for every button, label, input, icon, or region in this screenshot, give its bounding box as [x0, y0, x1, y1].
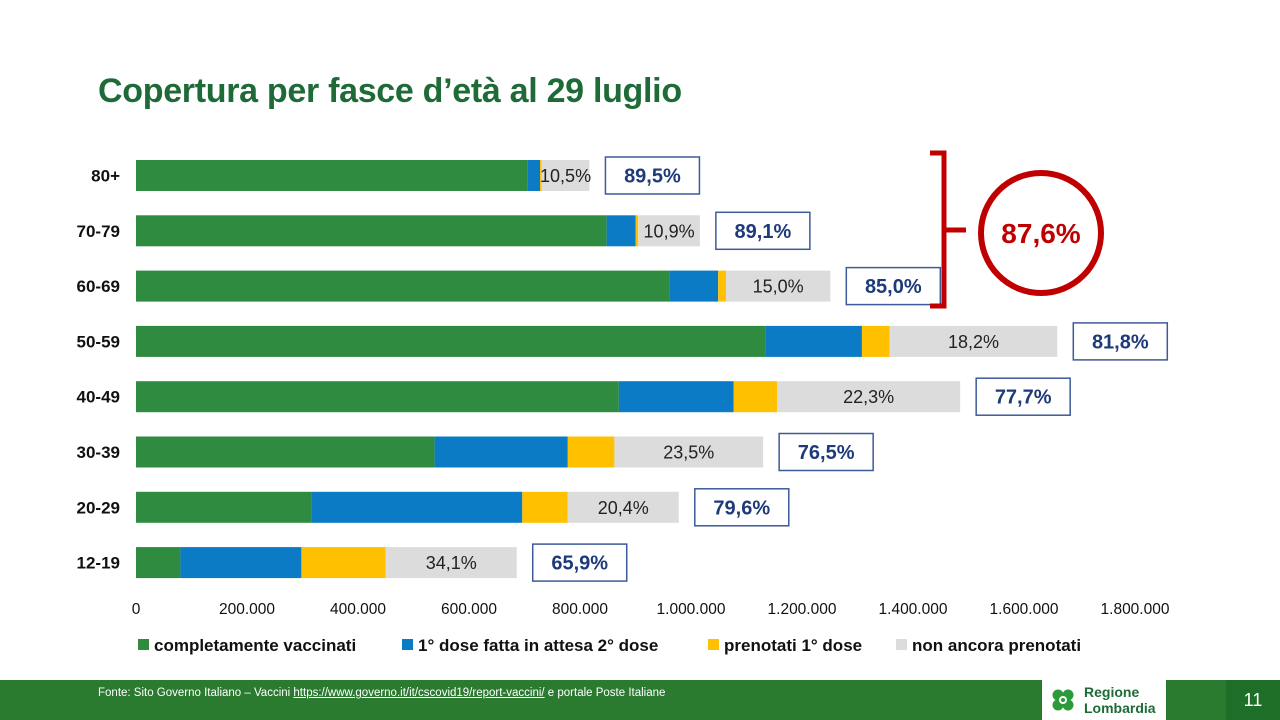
source-prefix: Fonte: Sito Governo Italiano – Vaccini: [98, 687, 294, 699]
not-booked-label: 22,3%: [843, 387, 894, 407]
x-tick-label: 1.000.000: [657, 601, 726, 618]
category-label: 70-79: [77, 222, 120, 241]
chart-title: Copertura per fasce d’età al 29 luglio: [98, 72, 682, 110]
bar-segment: [567, 491, 679, 523]
bar-segment: [434, 436, 568, 468]
bar-segment: [733, 381, 778, 413]
bar-segment: [618, 381, 734, 413]
x-tick-label: 1.200.000: [768, 601, 837, 618]
coverage-box: [845, 266, 942, 306]
bar-segment: [136, 436, 435, 468]
legend-swatch: [138, 639, 149, 650]
group-bracket: [930, 150, 966, 309]
bar-segment: [301, 547, 386, 579]
coverage-box: [531, 543, 628, 582]
x-tick-label: 600.000: [441, 601, 497, 618]
coverage-box: [604, 156, 701, 195]
page-number: 11: [1226, 680, 1280, 720]
bar-segment: [540, 160, 542, 191]
bar-segment: [136, 547, 181, 579]
bar-segment: [136, 215, 607, 247]
bar-segment: [180, 547, 302, 579]
legend-label: completamente vaccinati: [154, 636, 356, 655]
bar-segment: [522, 491, 568, 523]
bar-segment: [777, 381, 961, 413]
category-label: 30-39: [77, 443, 120, 462]
source-note: Fonte: Sito Governo Italiano – Vaccini h…: [98, 687, 665, 699]
legend-swatch: [708, 639, 719, 650]
coverage-label: 89,5%: [624, 166, 681, 188]
bar-segment: [136, 270, 670, 302]
bar-segment: [311, 491, 523, 523]
x-tick-label: 1.800.000: [1101, 601, 1170, 618]
bar-segment: [718, 270, 726, 302]
category-label: 50-59: [77, 332, 120, 351]
logo-line2: Lombardia: [1084, 700, 1156, 716]
category-label: 20-29: [77, 498, 120, 517]
bar-segment: [614, 436, 764, 468]
regione-lombardia-logo: Regione Lombardia: [1042, 680, 1166, 720]
coverage-box: [715, 211, 811, 251]
category-label: 12-19: [77, 554, 120, 573]
coverage-box: [778, 432, 874, 472]
not-booked-label: 15,0%: [753, 277, 804, 297]
bar-segment: [567, 436, 615, 468]
bar-segment: [861, 325, 890, 357]
bar-segment: [136, 325, 766, 357]
coverage-label: 79,6%: [713, 497, 770, 519]
coverage-box: [1072, 322, 1169, 361]
x-tick-label: 0: [132, 601, 141, 618]
x-tick-label: 800.000: [552, 601, 608, 618]
bar-segment: [541, 160, 590, 191]
not-booked-label: 20,4%: [598, 498, 649, 518]
coverage-label: 81,8%: [1092, 331, 1149, 353]
not-booked-label: 18,2%: [948, 332, 999, 352]
coverage-box: [975, 377, 1071, 416]
not-booked-label: 10,9%: [644, 221, 695, 241]
rose-icon: [1048, 685, 1078, 715]
not-booked-label: 10,5%: [540, 166, 591, 186]
source-suffix: e portale Poste Italiane: [544, 687, 666, 699]
bar-segment: [725, 270, 831, 302]
coverage-label: 85,0%: [865, 276, 922, 298]
bar-segment: [136, 491, 312, 523]
category-label: 80+: [91, 167, 120, 186]
bar-segment: [638, 215, 700, 247]
coverage-label: 65,9%: [551, 553, 608, 575]
category-label: 60-69: [77, 277, 120, 296]
legend-label: prenotati 1° dose: [724, 636, 862, 655]
legend-swatch: [402, 639, 413, 650]
legend-label: 1° dose fatta in attesa 2° dose: [418, 636, 658, 655]
highlight-circle: [978, 170, 1104, 296]
bar-segment: [606, 215, 636, 247]
bar-segment: [136, 160, 528, 191]
logo-text: Regione Lombardia: [1084, 684, 1156, 716]
footer: Fonte: Sito Governo Italiano – Vaccini h…: [0, 680, 1280, 720]
bar-segment: [669, 270, 719, 302]
bar-segment: [765, 325, 862, 357]
not-booked-label: 23,5%: [663, 443, 714, 463]
x-tick-label: 1.600.000: [990, 601, 1059, 618]
category-label: 40-49: [77, 388, 120, 407]
chart: 80+ 10,5% 89,5% 70-79 10,9% 89,1% 60-69 15,0% 85…: [77, 150, 1170, 655]
coverage-label: 77,7%: [995, 387, 1052, 409]
group-coverage-label: 87,6%: [1001, 218, 1080, 249]
x-tick-label: 1.400.000: [879, 601, 948, 618]
source-link[interactable]: https://www.governo.it/it/cscovid19/repo…: [293, 687, 545, 699]
bar-segment: [136, 381, 619, 413]
x-tick-label: 400.000: [330, 601, 386, 618]
legend-label: non ancora prenotati: [912, 636, 1081, 655]
logo-line1: Regione: [1084, 684, 1140, 700]
coverage-box: [694, 488, 790, 527]
not-booked-label: 34,1%: [426, 553, 477, 573]
bar-segment: [385, 547, 517, 579]
bar-segment: [635, 215, 639, 247]
bar-segment: [889, 325, 1058, 357]
x-tick-label: 200.000: [219, 601, 275, 618]
bar-segment: [527, 160, 541, 191]
legend-swatch: [896, 639, 907, 650]
coverage-label: 76,5%: [798, 442, 855, 464]
coverage-label: 89,1%: [735, 221, 792, 243]
